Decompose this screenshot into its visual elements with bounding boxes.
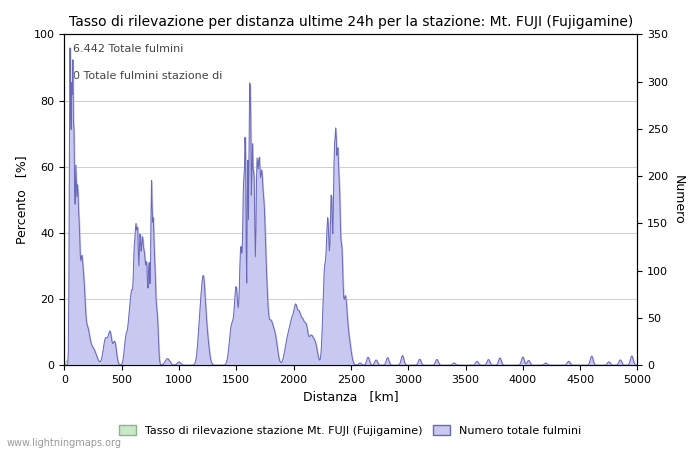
Title: Tasso di rilevazione per distanza ultime 24h per la stazione: Mt. FUJI (Fujigami: Tasso di rilevazione per distanza ultime… [69, 15, 633, 29]
X-axis label: Distanza   [km]: Distanza [km] [303, 391, 399, 404]
Y-axis label: Percento   [%]: Percento [%] [15, 155, 28, 244]
Text: 0 Totale fulmini stazione di: 0 Totale fulmini stazione di [73, 71, 223, 81]
Legend: Tasso di rilevazione stazione Mt. FUJI (Fujigamine), Numero totale fulmini: Tasso di rilevazione stazione Mt. FUJI (… [115, 420, 585, 440]
Text: www.lightningmaps.org: www.lightningmaps.org [7, 438, 122, 448]
Text: 6.442 Totale fulmini: 6.442 Totale fulmini [73, 44, 183, 54]
Y-axis label: Numero: Numero [672, 175, 685, 225]
